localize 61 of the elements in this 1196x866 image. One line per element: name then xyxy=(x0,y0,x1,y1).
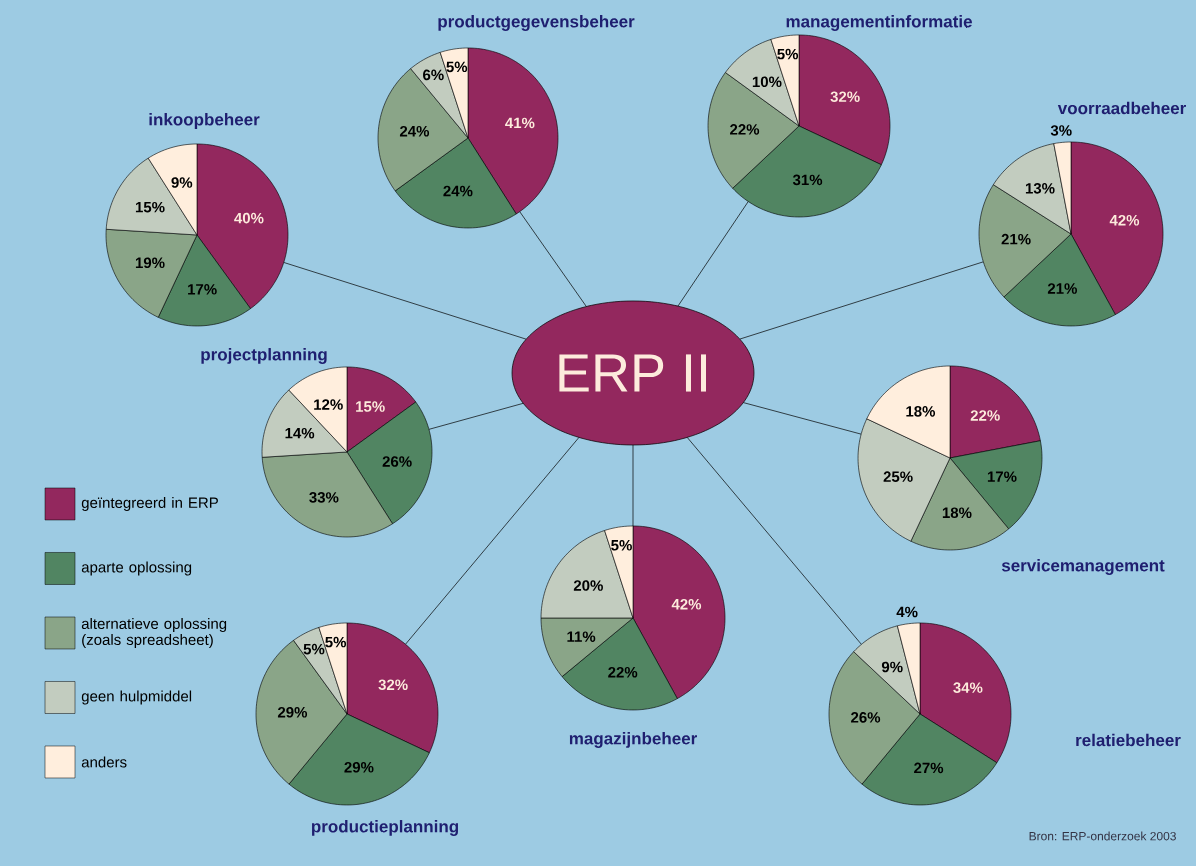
text: servicemanagement xyxy=(1001,559,1165,575)
data-label: 29% xyxy=(277,706,308,718)
chart-title: managementinformatie xyxy=(786,15,972,31)
data-label: 5% xyxy=(777,48,799,60)
data-label: 10% xyxy=(752,76,782,88)
data-label: 24% xyxy=(443,185,473,197)
data-label: 26% xyxy=(851,712,881,723)
data-label: 17% xyxy=(987,471,1017,482)
legend-label: geen hulpmiddel xyxy=(81,690,192,705)
data-label: 9% xyxy=(171,177,193,188)
data-label: 41% xyxy=(505,117,535,129)
data-label: 15% xyxy=(356,401,385,412)
data-label: 13% xyxy=(1025,183,1055,194)
data-label: 34% xyxy=(953,682,983,694)
data-label: 25% xyxy=(883,471,913,482)
text: productieplanning xyxy=(311,820,459,836)
legend-label: alternatieve oplossing (zoals spreadsheet) xyxy=(81,617,227,648)
data-label: 9% xyxy=(881,661,903,673)
data-label: 5% xyxy=(325,636,347,648)
text: ERP II xyxy=(559,354,707,392)
chart-title: projectplanning xyxy=(201,348,327,364)
chart-title: inkoopbeheer xyxy=(149,113,260,129)
text: relatiebeheer xyxy=(1076,733,1181,747)
data-label: 14% xyxy=(285,427,315,439)
text: magazijnbeheer xyxy=(569,732,697,748)
data-label: 27% xyxy=(914,762,944,774)
data-label: 40% xyxy=(234,212,264,224)
data-label: 3% xyxy=(1050,125,1072,136)
data-label: 22% xyxy=(730,124,760,135)
data-label: 15% xyxy=(135,201,165,213)
data-label: 5% xyxy=(446,61,468,73)
data-label: 6% xyxy=(423,69,444,81)
data-label: 17% xyxy=(188,284,217,295)
data-label: 33% xyxy=(309,492,339,503)
data-label: 20% xyxy=(573,580,603,591)
data-label: 26% xyxy=(382,456,412,467)
data-label: 21% xyxy=(1047,283,1077,294)
chart-title: voorraadbeheer xyxy=(1057,101,1186,115)
data-label: 29% xyxy=(344,761,374,773)
data-label: 31% xyxy=(792,174,823,186)
data-label: 32% xyxy=(830,91,860,103)
data-label: 42% xyxy=(1109,214,1140,226)
chart-title: productgegevensbeheer xyxy=(438,15,635,31)
legend-label: geïntegreerd in ERP xyxy=(81,496,218,511)
data-label: 22% xyxy=(608,666,638,678)
data-label: 12% xyxy=(314,399,343,410)
data-label: 11% xyxy=(567,631,596,642)
data-label: 5% xyxy=(303,643,325,655)
data-label: 22% xyxy=(970,410,1000,421)
data-label: 42% xyxy=(671,598,702,610)
legend-label: anders xyxy=(81,756,127,768)
data-label: 4% xyxy=(896,606,918,618)
data-label: 18% xyxy=(906,406,936,417)
legend-label: aparte oplossing xyxy=(81,561,192,576)
data-label: 19% xyxy=(135,257,165,269)
data-label: 21% xyxy=(1001,233,1031,245)
data-label: 32% xyxy=(378,679,408,691)
text: Bron: ERP-onderzoek 2003 xyxy=(1029,831,1176,841)
data-label: 18% xyxy=(942,507,972,519)
data-label: 24% xyxy=(399,125,430,137)
data-label: 5% xyxy=(611,540,632,551)
